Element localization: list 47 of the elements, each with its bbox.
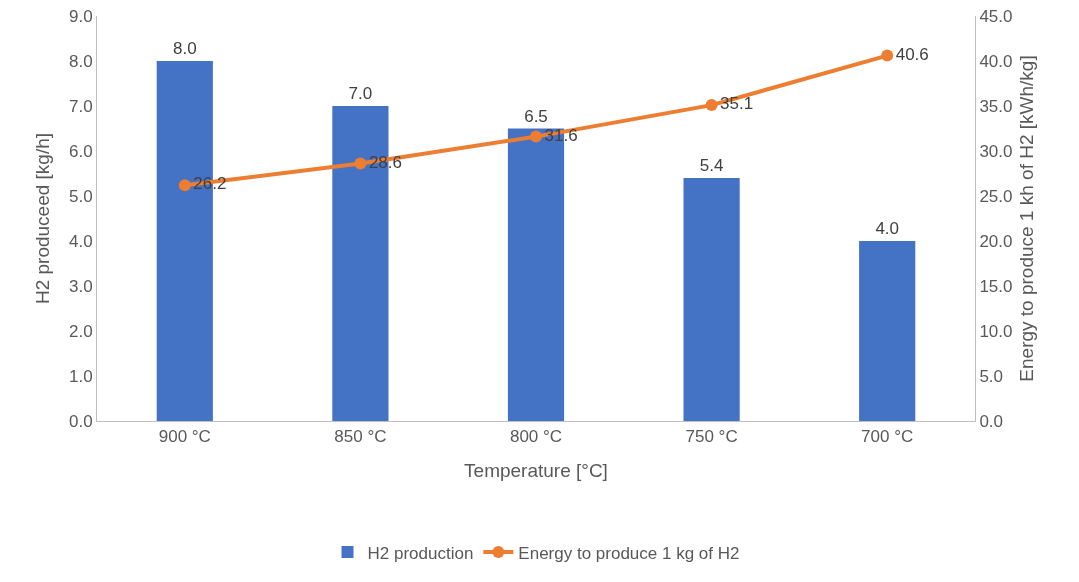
legend-label: Energy to produce 1 kg of H2 [518, 543, 740, 563]
data-label: 26.2 [193, 174, 227, 194]
y-tick-label: 6.0 [68, 141, 93, 161]
y2-tick-label: 15.0 [979, 276, 1013, 296]
y-tick-label: 5.0 [68, 186, 93, 206]
point [354, 157, 367, 170]
y-tick-label: 1.0 [68, 366, 93, 386]
y-tick-label: 9.0 [68, 6, 93, 26]
y2-tick-label: 45.0 [979, 6, 1013, 26]
data-label: 4.0 [875, 219, 900, 238]
y2-tick-label: 30.0 [979, 141, 1013, 161]
y2-tick-label: 20.0 [979, 231, 1013, 251]
x-tick-label: 700 °C [861, 427, 914, 447]
point [881, 49, 894, 62]
x-tick-label: 750 °C [685, 427, 738, 447]
x-axis-title: Temperature [°C] [464, 460, 608, 482]
data-label: 31.6 [544, 125, 578, 145]
bar [859, 241, 916, 421]
y-tick-label: 4.0 [68, 231, 93, 251]
y-tick-label: 0.0 [68, 411, 93, 431]
y2-tick-label: 0.0 [979, 411, 1004, 431]
bar [683, 178, 740, 421]
point [530, 130, 542, 143]
y2-tick-label: 5.0 [979, 366, 1004, 386]
y-tick-label: 8.0 [68, 51, 93, 71]
y-axis-title: H2 produceed [kg/h] [32, 132, 53, 305]
data-label: 6.5 [524, 106, 548, 126]
x-tick-label: 900 °C [158, 427, 211, 447]
x-tick-label: 800 °C [509, 427, 563, 447]
x-tick-label: 850 °C [334, 427, 387, 447]
data-label: 40.6 [895, 44, 929, 64]
y2-axis-title: Energy to produce 1 kh of H2 [kWh/kg] [1015, 55, 1037, 382]
legend-label: H2 production [367, 543, 474, 563]
y-tick-label: 7.0 [68, 96, 93, 116]
y2-tick-label: 40.0 [979, 51, 1013, 71]
y2-tick-label: 25.0 [979, 186, 1013, 206]
point [705, 99, 718, 112]
data-label: 5.4 [699, 156, 724, 175]
data-label: 7.0 [348, 84, 373, 103]
y2-tick-label: 10.0 [979, 321, 1013, 341]
data-label: 35.1 [720, 94, 754, 114]
y-tick-label: 3.0 [68, 276, 93, 296]
y2-tick-label: 35.0 [979, 96, 1013, 116]
point [178, 179, 191, 192]
y-tick-label: 2.0 [68, 321, 93, 341]
data-label: 8.0 [172, 39, 197, 58]
data-label: 28.6 [368, 152, 402, 172]
